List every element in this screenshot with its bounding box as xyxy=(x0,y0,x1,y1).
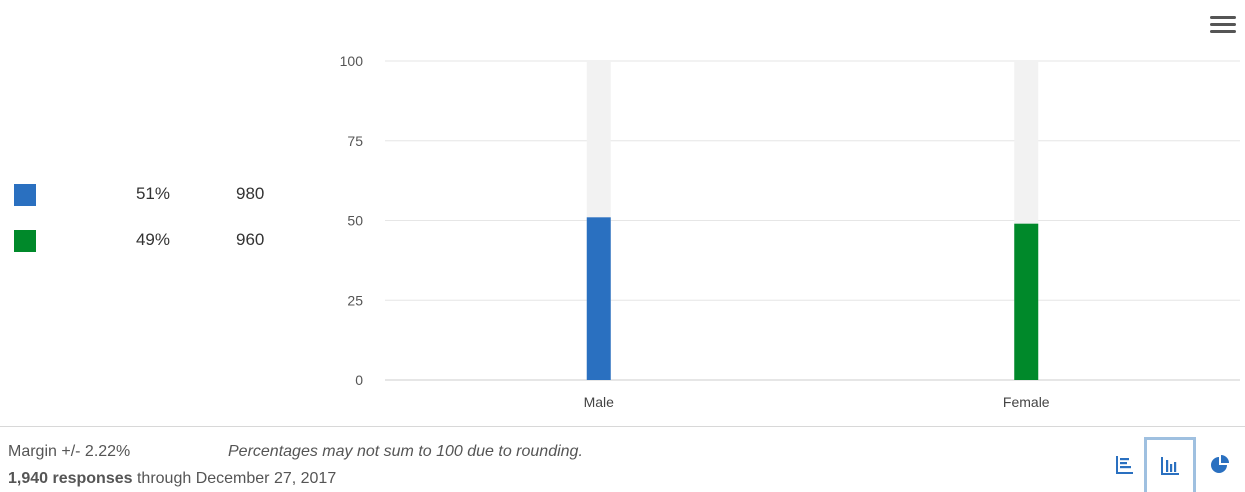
pie-view-button[interactable] xyxy=(1194,437,1245,492)
responses-summary: 1,940 responses through December 27, 201… xyxy=(8,470,336,488)
responses-date: through December 27, 2017 xyxy=(132,470,337,487)
pie-chart-icon xyxy=(1211,454,1229,473)
responses-count: 1,940 responses xyxy=(8,470,133,487)
bar-male xyxy=(586,217,611,380)
horizontal-bar-view-button[interactable] xyxy=(1098,437,1150,492)
bar-female xyxy=(1014,223,1039,380)
y-tick-label: 100 xyxy=(340,53,364,69)
margin-of-error: Margin +/- 2.22% xyxy=(8,443,131,460)
legend-percent: 51% xyxy=(135,184,170,203)
legend-item-female: 49% 960 xyxy=(14,228,294,274)
divider xyxy=(0,426,1245,427)
legend: 51% 980 49% 960 xyxy=(14,182,294,274)
rounding-note: Percentages may not sum to 100 due to ro… xyxy=(228,443,583,460)
y-tick-label: 50 xyxy=(347,213,363,229)
legend-percent: 49% xyxy=(135,230,170,249)
legend-swatch xyxy=(14,184,36,206)
legend-swatch xyxy=(14,230,36,252)
legend-count: 960 xyxy=(236,230,265,249)
y-tick-label: 0 xyxy=(355,372,363,388)
y-tick-label: 25 xyxy=(347,292,363,308)
x-category-label: Female xyxy=(1003,394,1050,410)
vertical-bar-view-button[interactable] xyxy=(1144,437,1196,492)
horizontal-bar-chart-icon xyxy=(1116,455,1133,474)
y-tick-label: 75 xyxy=(347,133,363,149)
menu-icon[interactable] xyxy=(1210,16,1236,38)
vertical-bar-chart-icon xyxy=(1161,457,1179,475)
x-category-label: Male xyxy=(584,394,615,410)
legend-item-male: 51% 980 xyxy=(14,182,294,228)
legend-count: 980 xyxy=(236,184,265,203)
bar-chart: 0 25 50 75 100 Male Female xyxy=(340,53,1240,410)
